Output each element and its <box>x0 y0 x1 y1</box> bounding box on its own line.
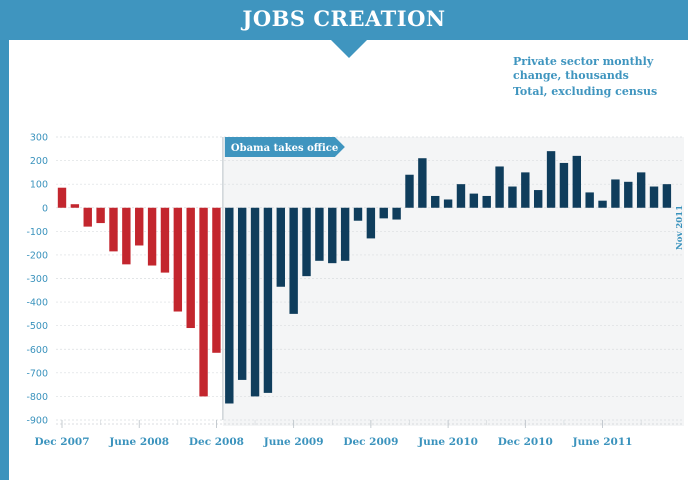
x-tick-label: Dec 2008 <box>189 436 244 448</box>
bar <box>122 207 131 265</box>
bar <box>302 207 311 277</box>
bar <box>57 187 67 208</box>
bar <box>418 158 427 208</box>
bar <box>379 207 388 219</box>
bar <box>237 207 247 380</box>
x-tick-label: June 2009 <box>263 436 324 448</box>
bar <box>135 207 144 246</box>
bar <box>495 166 504 208</box>
subtitle-line-1: Private sector monthly change, thousands <box>513 55 654 82</box>
bar <box>431 195 440 208</box>
bar <box>250 207 260 397</box>
x-tick-label: June 2008 <box>108 436 169 448</box>
y-tick-label: 200 <box>30 156 48 167</box>
annotation-label: Obama takes office <box>231 143 338 154</box>
bar <box>636 172 646 208</box>
page-title: JOBS CREATION <box>242 6 446 31</box>
y-tick-label: -300 <box>26 274 48 285</box>
bar <box>611 179 620 208</box>
bar <box>508 186 517 208</box>
header-bar: JOBS CREATION <box>0 0 688 40</box>
y-tick-label: -800 <box>26 392 48 403</box>
y-tick-label: -900 <box>26 416 48 427</box>
bar <box>340 207 350 261</box>
y-tick-label: -100 <box>26 227 48 238</box>
x-tick-label: Dec 2010 <box>498 436 553 448</box>
header-pointer <box>331 40 367 58</box>
bar <box>585 192 594 208</box>
y-tick-label: -700 <box>26 368 48 379</box>
bar <box>83 207 92 227</box>
bar <box>328 207 337 264</box>
bar <box>392 207 401 220</box>
y-tick-label: -400 <box>26 298 48 309</box>
y-tick-label: -600 <box>26 345 48 356</box>
bar <box>482 195 491 208</box>
bar <box>456 184 466 208</box>
bar <box>662 184 672 208</box>
subtitle-line-2: Total, excluding census <box>513 85 658 98</box>
end-date-label: Nov 2011 <box>675 205 685 250</box>
y-tick-label: 100 <box>30 180 48 191</box>
bar <box>186 207 195 329</box>
bar <box>572 155 581 208</box>
bar <box>289 207 298 314</box>
bar <box>521 172 530 208</box>
x-tick-label: June 2011 <box>572 436 633 448</box>
bar <box>225 207 234 404</box>
x-tick-label: Dec 2007 <box>34 436 89 448</box>
bar <box>624 181 633 208</box>
bar <box>533 190 543 208</box>
bar <box>353 207 363 221</box>
y-tick-label: -200 <box>26 250 48 261</box>
bar <box>405 174 414 208</box>
after-period-background <box>222 137 684 426</box>
bar <box>109 207 118 252</box>
y-tick-label: 0 <box>42 203 48 214</box>
x-tick-label: Dec 2009 <box>343 436 398 448</box>
bar <box>598 200 607 208</box>
y-tick-label: 300 <box>30 133 48 144</box>
bar <box>649 186 659 208</box>
bar <box>276 207 285 287</box>
bar <box>199 207 208 397</box>
bar <box>173 207 183 312</box>
annotation-flag <box>224 137 345 157</box>
bar <box>160 207 170 273</box>
bar <box>147 207 157 266</box>
bar <box>366 207 376 239</box>
y-tick-label: -500 <box>26 321 48 332</box>
bar <box>212 207 221 353</box>
bar <box>469 193 479 208</box>
chart-subtitle: Private sector monthly change, thousands… <box>513 55 683 99</box>
bar <box>315 207 324 261</box>
bar <box>443 199 453 208</box>
bar <box>70 204 80 208</box>
bar <box>263 207 273 393</box>
bar <box>96 207 105 224</box>
x-tick-label: June 2010 <box>417 436 478 448</box>
bar <box>559 162 569 208</box>
bar <box>546 151 556 208</box>
